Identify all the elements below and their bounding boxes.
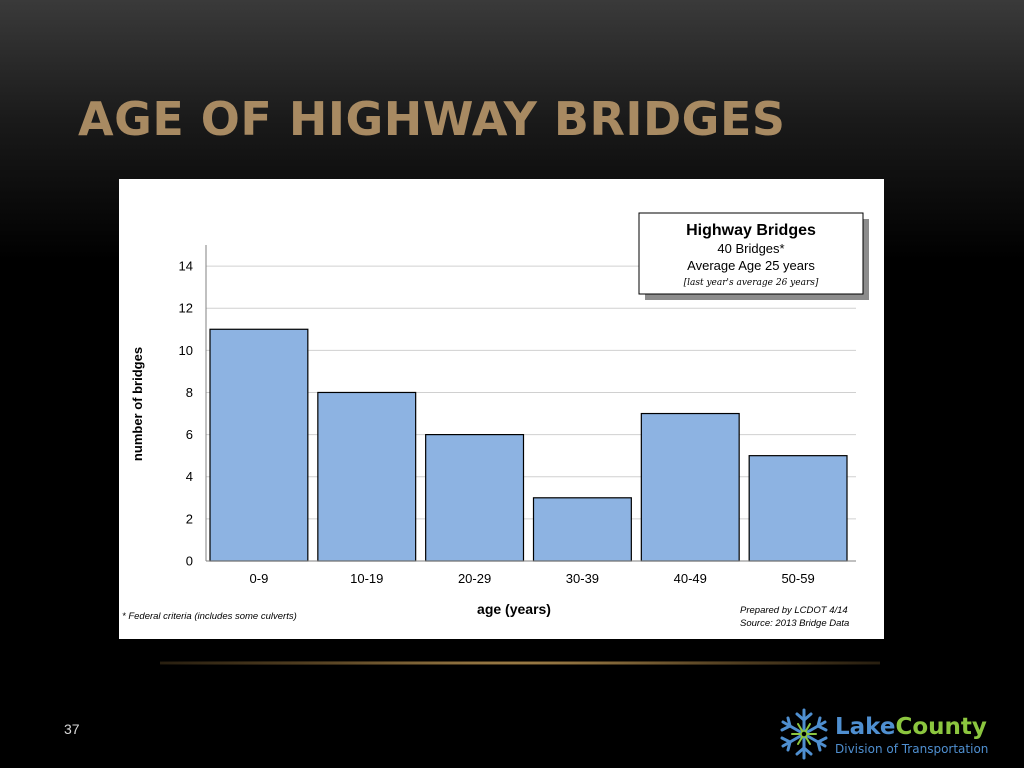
logo-word-county: County	[895, 714, 987, 740]
legend-line-average: Average Age 25 years	[687, 258, 815, 273]
x-tick-labels: 0-9 10-19 20-29 30-39 40-49 50-59	[250, 571, 815, 586]
gridlines	[206, 265, 856, 520]
prepared-by: Prepared by LCDOT 4/14	[740, 605, 848, 616]
lake-county-logo: LakeCounty Division of Transportation	[777, 704, 1017, 764]
bar-20-29	[425, 434, 525, 562]
y-tick-label: 12	[179, 301, 193, 316]
x-tick-label: 30-39	[566, 571, 599, 586]
logo-wordmark: LakeCounty	[835, 716, 987, 739]
x-axis-label: age (years)	[477, 601, 551, 617]
snowflake-logo-icon	[780, 708, 828, 760]
y-tick-label: 10	[179, 343, 193, 358]
legend-box: Highway Bridges 40 Bridges* Average Age …	[638, 212, 869, 300]
legend-line-bridges: 40 Bridges*	[717, 241, 784, 256]
y-tick-label: 4	[186, 469, 193, 484]
logo-word-lake: Lake	[835, 714, 896, 740]
bar-0-9	[209, 328, 309, 562]
y-tick-label: 14	[179, 259, 193, 274]
y-tick-label: 2	[186, 511, 193, 526]
x-tick-label: 50-59	[781, 571, 814, 586]
logo-subtitle: Division of Transportation	[835, 742, 989, 756]
y-axis-label: number of bridges	[130, 347, 145, 461]
y-tick-label: 6	[186, 427, 193, 442]
bar-40-49	[640, 412, 740, 562]
y-tick-label: 8	[186, 385, 193, 400]
legend-title: Highway Bridges	[686, 222, 816, 239]
source-credit: Source: 2013 Bridge Data	[740, 618, 849, 629]
x-tick-label: 20-29	[458, 571, 491, 586]
x-tick-label: 40-49	[674, 571, 707, 586]
page-number: 37	[64, 721, 80, 737]
decorative-divider	[160, 661, 880, 665]
bar-10-19	[317, 391, 417, 562]
slide-title: AGE OF HIGHWAY BRIDGES	[78, 92, 786, 146]
axes	[205, 245, 856, 562]
chart-panel: 0 2 4 6 8 10 12 14 0-9 10-19 20-29 30-39 40-49 50-59…	[119, 179, 884, 639]
x-tick-label: 10-19	[350, 571, 383, 586]
bar-30-39	[532, 497, 632, 562]
bar-chart: 0 2 4 6 8 10 12 14 0-9 10-19 20-29 30-39 40-49 50-59…	[122, 212, 869, 629]
y-tick-labels: 0 2 4 6 8 10 12 14	[179, 259, 193, 569]
legend-line-last-year: [last year's average 26 years]	[684, 278, 819, 288]
bar-50-59	[748, 455, 848, 562]
y-tick-label: 0	[186, 554, 193, 569]
x-tick-label: 0-9	[250, 571, 269, 586]
footnote: * Federal criteria (includes some culver…	[122, 611, 297, 622]
bars	[209, 328, 848, 562]
